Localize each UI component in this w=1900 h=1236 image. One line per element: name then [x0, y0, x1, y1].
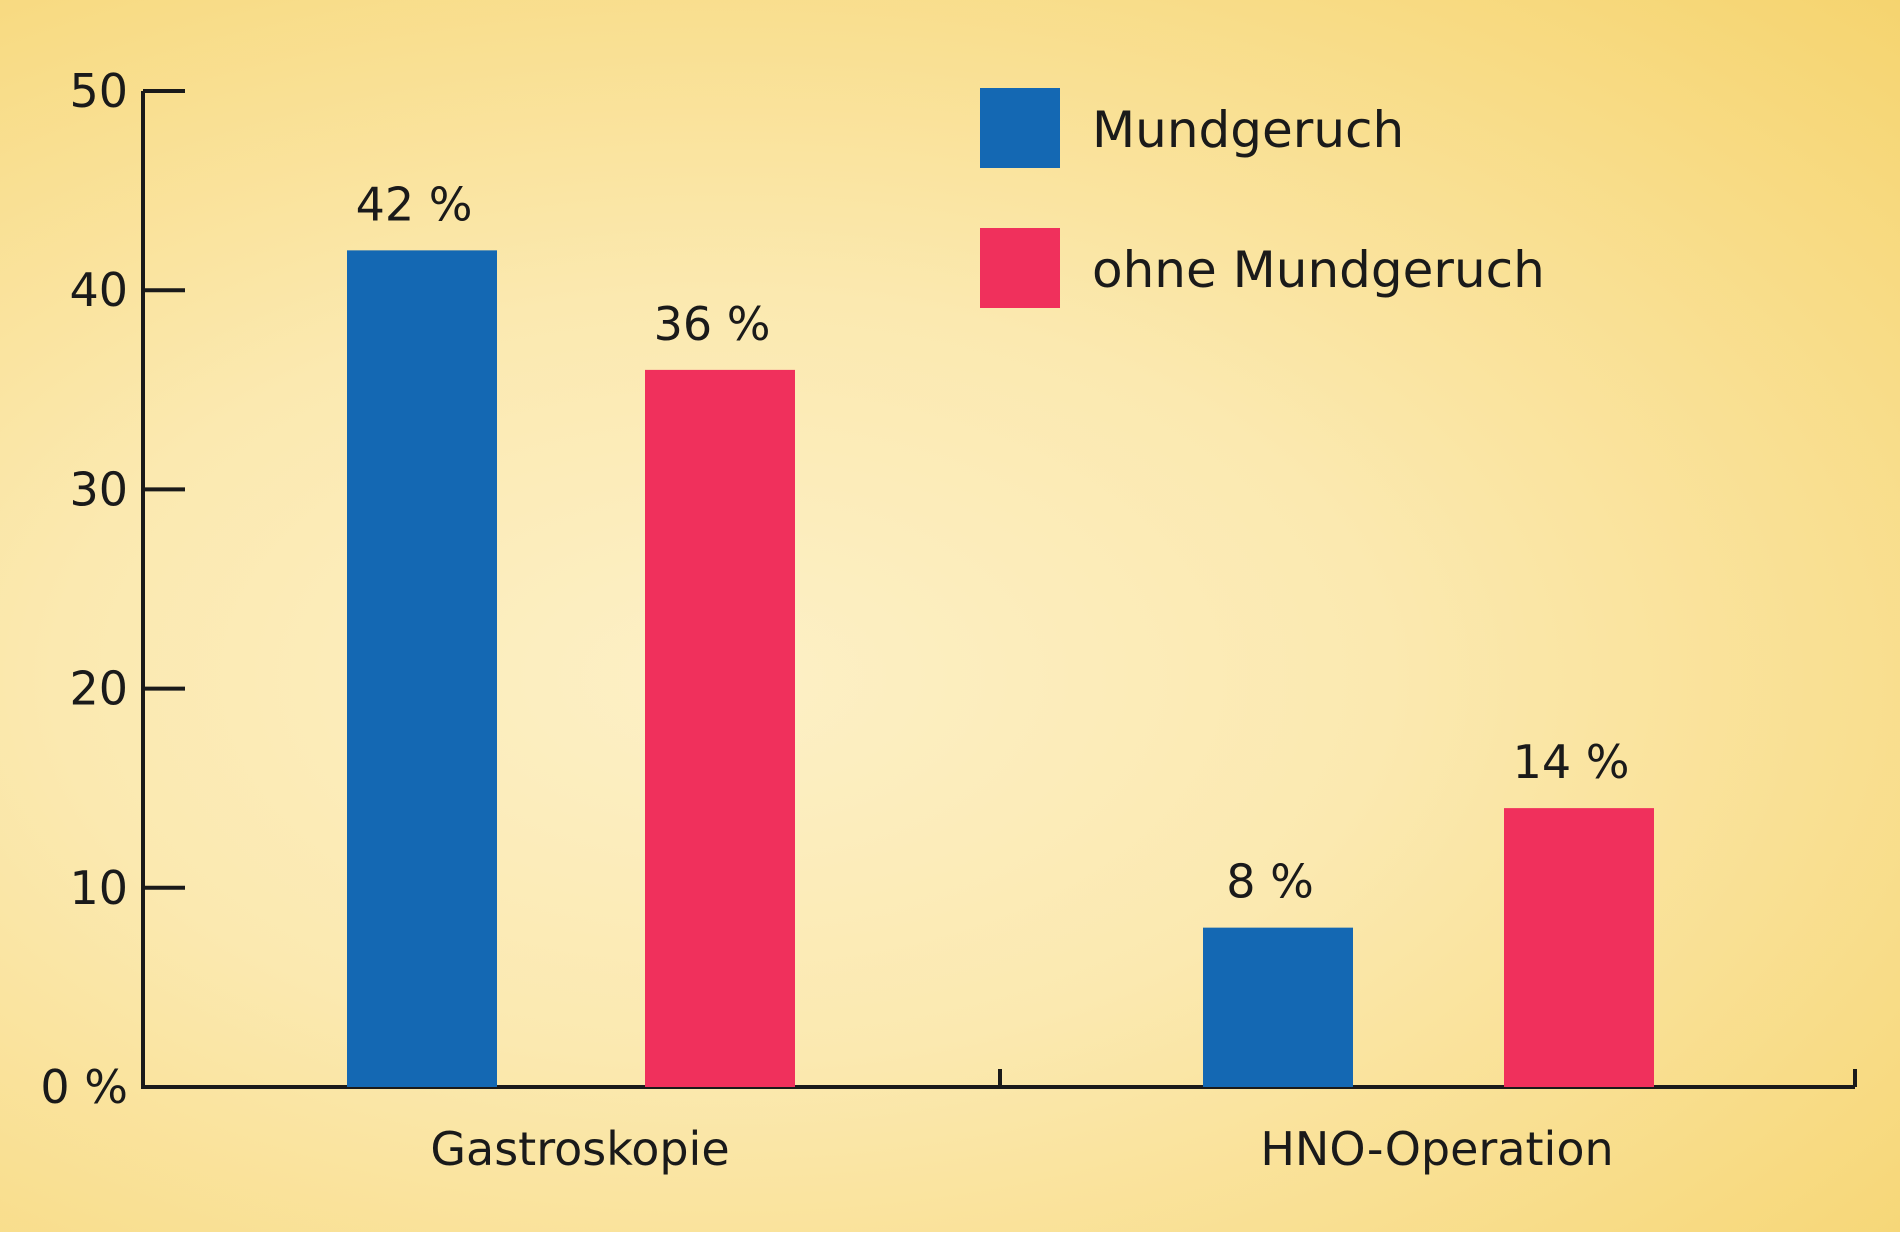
- data-labels: 42 % 8 % 36 % 14 %: [356, 177, 1630, 908]
- data-label: 42 %: [356, 177, 473, 231]
- data-label: 8 %: [1226, 855, 1314, 909]
- legend: Mundgeruch ohne Mundgeruch: [980, 88, 1545, 308]
- y-tick-label: 10: [69, 861, 128, 915]
- y-tick-label: 20: [69, 662, 128, 716]
- y-tick-label: 40: [69, 263, 128, 317]
- y-tick-label: 50: [69, 64, 128, 118]
- legend-label: ohne Mundgeruch: [1092, 241, 1545, 299]
- legend-label: Mundgeruch: [1092, 101, 1404, 159]
- bar: [1504, 808, 1654, 1087]
- y-tick-label: 0 %: [40, 1060, 128, 1114]
- data-label: 14 %: [1513, 735, 1630, 789]
- bar: [347, 250, 497, 1088]
- axes: 0 % 10 20 30 40 50 Gastroskopie HNO-Operation: [40, 64, 1857, 1176]
- x-category-label: HNO-Operation: [1260, 1122, 1613, 1176]
- x-category-label: Gastroskopie: [430, 1122, 729, 1176]
- bar: [1203, 927, 1353, 1087]
- bars: [347, 250, 1654, 1088]
- bar: [645, 369, 795, 1087]
- legend-swatch: [980, 228, 1060, 308]
- legend-swatch: [980, 88, 1060, 168]
- y-tick-label: 30: [69, 462, 128, 516]
- data-label: 36 %: [654, 297, 771, 351]
